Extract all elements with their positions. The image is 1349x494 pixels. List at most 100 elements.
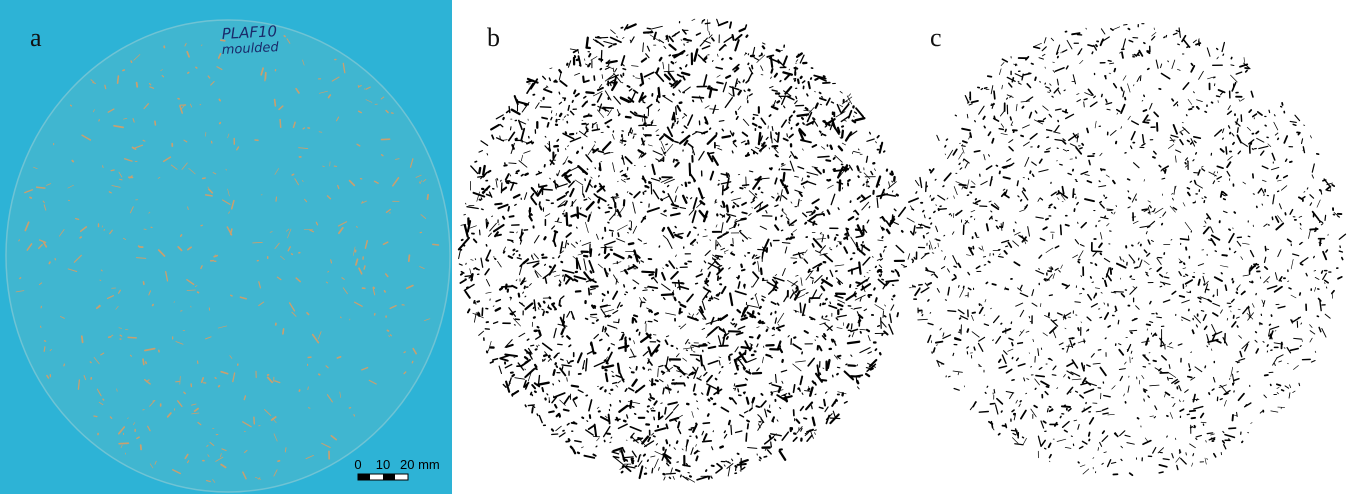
fibre	[894, 296, 895, 297]
fibre	[741, 141, 745, 143]
fibre	[504, 252, 505, 253]
fibre	[1310, 195, 1314, 199]
fibre	[554, 329, 556, 338]
fibre	[831, 194, 835, 204]
fibre	[1001, 411, 1002, 412]
fibre	[1148, 69, 1149, 70]
fibre	[284, 36, 285, 37]
fibre	[1277, 176, 1278, 179]
fibre	[872, 257, 873, 258]
fibre	[654, 320, 657, 322]
fibre	[1260, 412, 1262, 414]
fibre	[1055, 246, 1058, 248]
fibre	[808, 358, 814, 365]
fibre	[1239, 359, 1245, 361]
fibre	[1000, 111, 1004, 116]
fibre	[719, 121, 724, 122]
fibre	[959, 286, 960, 288]
fibre	[1019, 404, 1021, 407]
fibre	[581, 447, 583, 448]
fibre	[994, 91, 995, 99]
fibre	[1145, 438, 1148, 442]
fibre	[525, 369, 534, 377]
fibre	[464, 285, 474, 291]
fibre	[885, 247, 886, 248]
fibre	[736, 112, 737, 115]
fibre	[554, 393, 565, 397]
fibre	[768, 411, 771, 413]
fibre	[676, 354, 679, 357]
fibre	[1006, 392, 1013, 393]
fibre	[634, 192, 640, 198]
fibre	[485, 269, 489, 275]
fibre	[1098, 350, 1101, 351]
fibre	[969, 104, 972, 105]
fibre	[497, 179, 498, 181]
fibre	[593, 455, 595, 456]
fibre	[816, 214, 823, 215]
fibre	[1180, 452, 1181, 453]
fibre	[1181, 239, 1189, 240]
fibre	[877, 136, 879, 138]
fibre	[459, 249, 461, 250]
fibre	[1058, 313, 1063, 315]
fibre	[531, 194, 534, 197]
fibre	[730, 363, 731, 364]
fibre	[1236, 72, 1242, 74]
fibre	[729, 421, 730, 425]
scale-tick-label: 0	[354, 457, 361, 472]
fibre	[624, 459, 627, 460]
fibre	[1339, 251, 1342, 252]
fibre	[930, 170, 931, 171]
fibre	[1074, 344, 1075, 345]
fibre	[673, 292, 674, 293]
fibre	[924, 215, 925, 218]
fibre	[881, 322, 886, 328]
fibre	[859, 249, 860, 252]
fibre	[1127, 443, 1134, 445]
fibre	[775, 225, 778, 229]
fibre	[1273, 195, 1274, 204]
fibre	[1215, 130, 1222, 136]
fibre	[1227, 171, 1230, 176]
fibre	[960, 168, 962, 170]
fibre	[638, 455, 640, 461]
fibre	[600, 187, 601, 188]
fibre	[958, 264, 960, 268]
fibre	[1001, 323, 1002, 324]
fibre	[553, 271, 556, 272]
fibre	[1078, 328, 1079, 330]
fibre	[1153, 157, 1155, 158]
fibre	[1104, 259, 1109, 262]
fibre	[111, 170, 114, 171]
fibre	[586, 319, 588, 320]
fibre	[1177, 466, 1178, 470]
fibre	[1016, 400, 1018, 403]
fibre	[525, 105, 526, 106]
fibre	[519, 333, 525, 337]
fibre	[1221, 310, 1223, 313]
fibre	[830, 249, 831, 250]
fibre	[959, 163, 960, 164]
fibre	[1084, 389, 1093, 393]
fibre	[986, 282, 987, 283]
fibre	[964, 159, 969, 163]
fibre	[561, 359, 563, 360]
fibre	[680, 324, 685, 329]
fibre	[756, 406, 759, 407]
fibre	[623, 69, 626, 70]
fibre	[607, 273, 608, 274]
fibre	[1274, 115, 1275, 116]
fibre	[534, 300, 535, 311]
figure: a b c PLAF10 moulded 0 10 20 mm	[0, 0, 1349, 494]
fibre	[1164, 171, 1165, 172]
fibre	[628, 258, 629, 259]
fibre	[708, 342, 710, 344]
fibre	[110, 417, 111, 418]
fibre	[761, 118, 765, 124]
fibre	[794, 262, 796, 263]
fibre	[1106, 198, 1107, 199]
fibre	[697, 408, 698, 409]
fibre	[554, 233, 556, 242]
fibre	[846, 101, 847, 102]
